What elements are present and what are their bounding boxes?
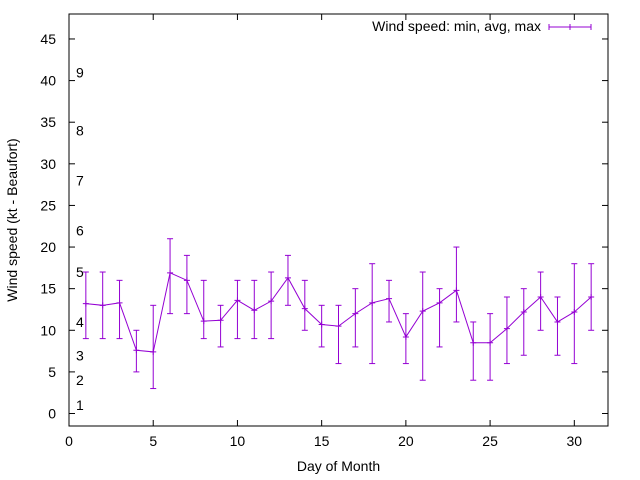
data-point [167, 269, 174, 276]
beaufort-label: 8 [76, 123, 84, 139]
data-point [588, 293, 595, 300]
x-tick-label: 10 [230, 433, 246, 449]
x-axis-label: Day of Month [297, 458, 380, 474]
y-tick-label: 20 [40, 239, 56, 255]
plot-frame [68, 13, 609, 427]
data-point [419, 308, 426, 315]
beaufort-labels: 1 2 3 4 5 6 7 8 9 [76, 64, 84, 413]
y-tick-label: 10 [40, 322, 56, 338]
x-tick-label: 0 [65, 433, 73, 449]
series-layer [82, 238, 595, 390]
beaufort-label: 1 [76, 397, 84, 413]
data-point [352, 310, 359, 317]
data-point [268, 298, 275, 305]
beaufort-label: 7 [76, 172, 84, 188]
beaufort-label: 9 [76, 64, 84, 80]
data-point [453, 287, 460, 294]
x-tick-label: 25 [482, 433, 498, 449]
x-tick-label: 30 [567, 433, 583, 449]
data-point [571, 308, 578, 315]
data-point [116, 299, 123, 306]
data-point [284, 274, 291, 281]
y-tick-label: 35 [40, 114, 56, 130]
data-point [200, 318, 207, 325]
legend-swatch [548, 24, 592, 30]
data-point [335, 323, 342, 330]
y-tick-label: 5 [48, 364, 56, 380]
legend-label: Wind speed: min, avg, max [372, 18, 541, 34]
data-point [520, 308, 527, 315]
data-point [487, 339, 494, 346]
data-point [470, 339, 477, 346]
data-point [301, 305, 308, 312]
x-axis-ticks: 0 5 10 15 20 25 30 [65, 14, 582, 449]
data-point [318, 321, 325, 328]
data-point [133, 347, 140, 354]
data-point [150, 348, 157, 355]
y-tick-label: 40 [40, 73, 56, 89]
legend: Wind speed: min, avg, max [372, 18, 592, 34]
data-point [436, 299, 443, 306]
beaufort-label: 4 [76, 314, 84, 330]
y-tick-label: 0 [48, 406, 56, 422]
data-point [234, 297, 241, 304]
data-point [183, 277, 190, 284]
data-point [386, 295, 393, 302]
y-axis-label: Wind speed (kt - Beaufort) [4, 138, 20, 301]
x-tick-label: 5 [149, 433, 157, 449]
data-point [503, 325, 510, 332]
data-point [554, 318, 561, 325]
beaufort-label: 6 [76, 222, 84, 238]
y-tick-label: 30 [40, 156, 56, 172]
beaufort-label: 2 [76, 372, 84, 388]
y-tick-label: 15 [40, 281, 56, 297]
data-point [82, 300, 89, 307]
x-tick-label: 15 [314, 433, 330, 449]
data-point [402, 333, 409, 340]
y-tick-label: 25 [40, 197, 56, 213]
data-point [99, 302, 106, 309]
beaufort-label: 3 [76, 347, 84, 363]
legend-marker [567, 24, 573, 30]
data-point [537, 293, 544, 300]
beaufort-label: 5 [76, 264, 84, 280]
x-tick-label: 20 [398, 433, 414, 449]
data-point [217, 317, 224, 324]
data-point [251, 307, 258, 314]
data-point [369, 299, 376, 306]
y-tick-label: 45 [40, 31, 56, 47]
